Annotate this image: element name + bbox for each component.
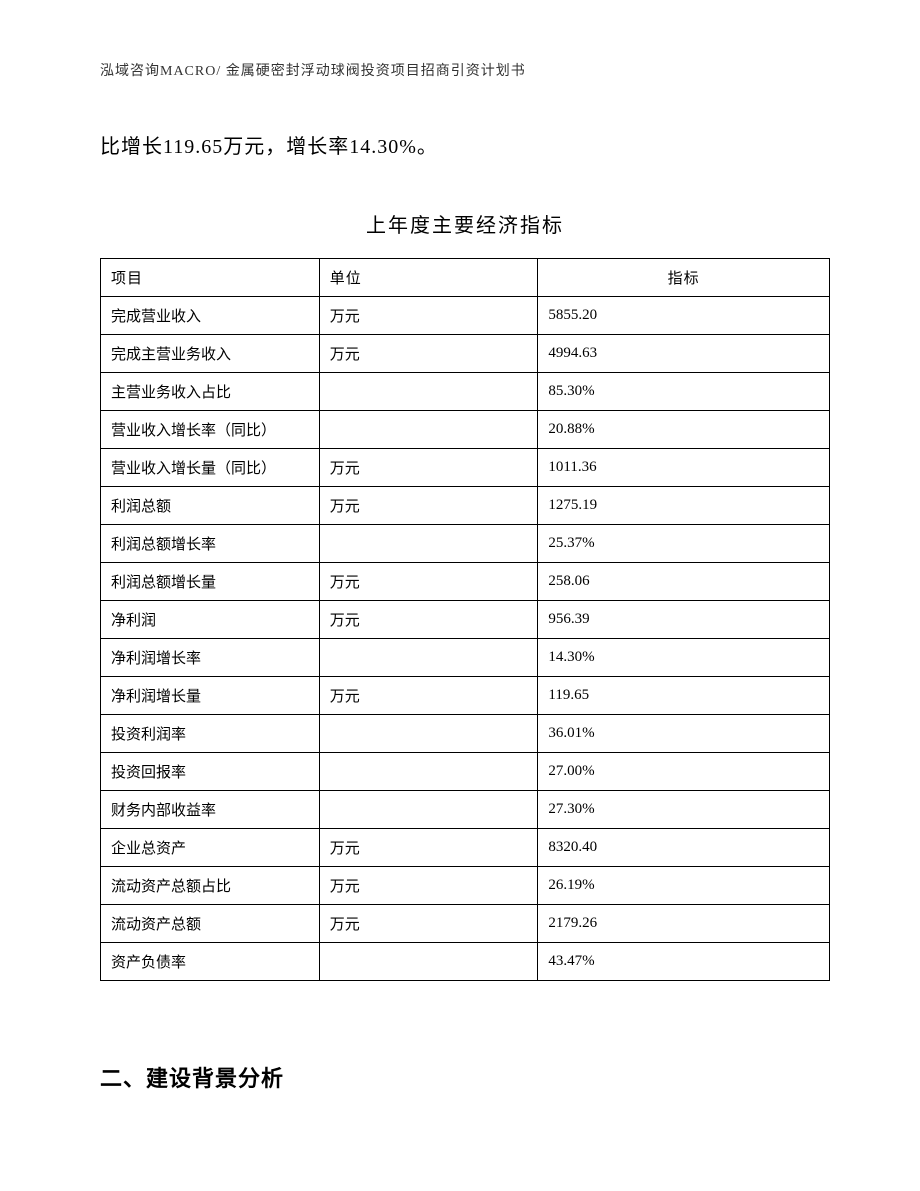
table-cell bbox=[319, 411, 538, 449]
table-cell: 5855.20 bbox=[538, 297, 830, 335]
table-row: 主营业务收入占比 85.30% bbox=[101, 373, 830, 411]
economic-indicators-table: 项目 单位 指标 完成营业收入万元5855.20完成主营业务收入万元4994.6… bbox=[100, 258, 830, 981]
table-row: 营业收入增长量（同比）万元1011.36 bbox=[101, 449, 830, 487]
table-cell: 85.30% bbox=[538, 373, 830, 411]
table-row: 财务内部收益率 27.30% bbox=[101, 791, 830, 829]
table-cell: 资产负债率 bbox=[101, 943, 320, 981]
table-cell: 净利润增长量 bbox=[101, 677, 320, 715]
table-row: 流动资产总额占比万元26.19% bbox=[101, 867, 830, 905]
table-header-row: 项目 单位 指标 bbox=[101, 259, 830, 297]
table-cell bbox=[319, 639, 538, 677]
table-cell: 利润总额增长率 bbox=[101, 525, 320, 563]
table-cell: 27.30% bbox=[538, 791, 830, 829]
table-cell: 万元 bbox=[319, 867, 538, 905]
table-cell: 1011.36 bbox=[538, 449, 830, 487]
table-cell: 投资利润率 bbox=[101, 715, 320, 753]
table-row: 净利润增长率 14.30% bbox=[101, 639, 830, 677]
table-cell: 43.47% bbox=[538, 943, 830, 981]
table-row: 净利润万元956.39 bbox=[101, 601, 830, 639]
table-cell: 26.19% bbox=[538, 867, 830, 905]
table-cell: 万元 bbox=[319, 449, 538, 487]
table-cell: 营业收入增长率（同比） bbox=[101, 411, 320, 449]
table-cell: 2179.26 bbox=[538, 905, 830, 943]
table-row: 完成营业收入万元5855.20 bbox=[101, 297, 830, 335]
table-row: 企业总资产万元8320.40 bbox=[101, 829, 830, 867]
table-cell bbox=[319, 791, 538, 829]
table-cell: 营业收入增长量（同比） bbox=[101, 449, 320, 487]
table-cell: 利润总额增长量 bbox=[101, 563, 320, 601]
table-cell: 27.00% bbox=[538, 753, 830, 791]
section-heading: 二、建设背景分析 bbox=[100, 1061, 830, 1093]
table-cell: 主营业务收入占比 bbox=[101, 373, 320, 411]
table-cell bbox=[319, 373, 538, 411]
page-header: 泓域咨询MACRO/ 金属硬密封浮动球阀投资项目招商引资计划书 bbox=[100, 60, 830, 80]
table-title: 上年度主要经济指标 bbox=[100, 209, 830, 238]
table-row: 利润总额增长率 25.37% bbox=[101, 525, 830, 563]
table-cell: 流动资产总额 bbox=[101, 905, 320, 943]
table-row: 营业收入增长率（同比） 20.88% bbox=[101, 411, 830, 449]
table-row: 资产负债率 43.47% bbox=[101, 943, 830, 981]
table-cell: 万元 bbox=[319, 677, 538, 715]
table-cell: 258.06 bbox=[538, 563, 830, 601]
col-header-unit: 单位 bbox=[319, 259, 538, 297]
table-cell: 956.39 bbox=[538, 601, 830, 639]
table-row: 利润总额增长量万元258.06 bbox=[101, 563, 830, 601]
table-row: 投资利润率 36.01% bbox=[101, 715, 830, 753]
table-cell bbox=[319, 753, 538, 791]
table-cell: 4994.63 bbox=[538, 335, 830, 373]
table-cell: 企业总资产 bbox=[101, 829, 320, 867]
table-cell bbox=[319, 715, 538, 753]
table-cell: 投资回报率 bbox=[101, 753, 320, 791]
table-cell bbox=[319, 525, 538, 563]
table-cell: 119.65 bbox=[538, 677, 830, 715]
table-cell: 利润总额 bbox=[101, 487, 320, 525]
col-header-item: 项目 bbox=[101, 259, 320, 297]
table-cell: 25.37% bbox=[538, 525, 830, 563]
table-cell: 万元 bbox=[319, 563, 538, 601]
table-cell: 14.30% bbox=[538, 639, 830, 677]
table-cell: 净利润 bbox=[101, 601, 320, 639]
table-row: 投资回报率 27.00% bbox=[101, 753, 830, 791]
table-cell: 36.01% bbox=[538, 715, 830, 753]
table-cell: 万元 bbox=[319, 905, 538, 943]
table-cell: 完成主营业务收入 bbox=[101, 335, 320, 373]
table-cell: 万元 bbox=[319, 601, 538, 639]
table-cell: 万元 bbox=[319, 297, 538, 335]
col-header-indicator: 指标 bbox=[538, 259, 830, 297]
table-row: 净利润增长量万元119.65 bbox=[101, 677, 830, 715]
table-cell: 20.88% bbox=[538, 411, 830, 449]
table-cell: 净利润增长率 bbox=[101, 639, 320, 677]
table-row: 流动资产总额万元2179.26 bbox=[101, 905, 830, 943]
table-cell bbox=[319, 943, 538, 981]
table-cell: 1275.19 bbox=[538, 487, 830, 525]
table-cell: 流动资产总额占比 bbox=[101, 867, 320, 905]
table-cell: 万元 bbox=[319, 335, 538, 373]
table-cell: 财务内部收益率 bbox=[101, 791, 320, 829]
table-row: 完成主营业务收入万元4994.63 bbox=[101, 335, 830, 373]
table-row: 利润总额万元1275.19 bbox=[101, 487, 830, 525]
table-cell: 万元 bbox=[319, 829, 538, 867]
body-paragraph: 比增长119.65万元，增长率14.30%。 bbox=[100, 130, 830, 159]
table-cell: 8320.40 bbox=[538, 829, 830, 867]
table-cell: 万元 bbox=[319, 487, 538, 525]
table-cell: 完成营业收入 bbox=[101, 297, 320, 335]
